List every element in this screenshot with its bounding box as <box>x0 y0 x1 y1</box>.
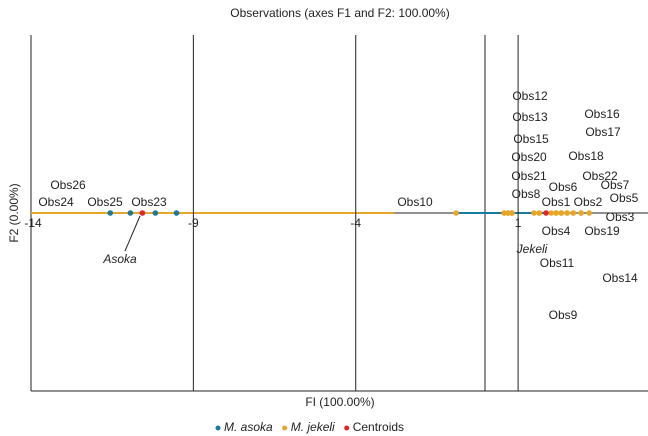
point-label: Obs14 <box>602 271 638 285</box>
point <box>531 210 537 216</box>
x-tick-label: -4 <box>350 216 361 230</box>
point <box>139 210 146 216</box>
point <box>586 210 593 216</box>
point <box>558 210 565 216</box>
point-label: Obs17 <box>585 125 621 139</box>
point <box>536 210 543 216</box>
point-label: Obs1 <box>542 195 571 209</box>
point <box>564 210 570 216</box>
point <box>543 210 549 216</box>
point-label: Obs22 <box>582 169 618 183</box>
point <box>505 210 511 216</box>
point <box>548 210 555 216</box>
point <box>107 210 114 216</box>
point <box>578 210 584 216</box>
point-label: Obs16 <box>584 107 620 121</box>
x-tick-label: -9 <box>188 216 199 230</box>
point <box>453 210 459 216</box>
point <box>570 210 577 216</box>
leader-line <box>124 215 141 252</box>
point-label: Obs7 <box>601 178 630 192</box>
x-tick-label: 1 <box>515 216 522 230</box>
point-label: Obs8 <box>512 187 541 201</box>
point-label: Obs5 <box>610 191 639 205</box>
point <box>127 210 134 216</box>
point-label: Obs19 <box>584 224 620 238</box>
legend-label: M. asoka <box>224 420 273 434</box>
x-tick-label: -14 <box>24 216 42 230</box>
point-label: Obs15 <box>513 132 549 146</box>
point-label: Obs11 <box>540 256 575 270</box>
point-label: Asoka <box>102 252 137 266</box>
point-label: Obs18 <box>568 149 604 163</box>
point-label: Obs25 <box>87 195 123 209</box>
point-label: Jekeli <box>516 242 548 256</box>
point <box>509 210 515 216</box>
point-label: Obs6 <box>549 180 578 194</box>
point <box>553 210 559 216</box>
point-label: Obs12 <box>512 89 548 103</box>
legend-label: Centroids <box>353 420 404 434</box>
legend-label: M. jekeli <box>291 420 335 434</box>
point-label: Obs9 <box>549 308 578 322</box>
point-label: Obs21 <box>511 169 547 183</box>
point <box>173 210 180 216</box>
legend-swatch <box>215 425 221 431</box>
point-label: Obs3 <box>606 210 635 224</box>
point-label: Obs26 <box>50 178 86 192</box>
point-label: Obs4 <box>542 224 571 238</box>
legend-swatch <box>282 425 288 431</box>
legend-swatch <box>344 425 350 431</box>
point-label: Obs23 <box>131 195 167 209</box>
chart-title: Observations (axes F1 and F2: 100.00%) <box>230 6 449 20</box>
point <box>152 210 159 216</box>
x-axis-label: FI (100.00%) <box>305 395 374 409</box>
point-label: Obs2 <box>574 195 603 209</box>
y-axis-label: F2 (0.00%) <box>7 183 21 242</box>
point-label: Obs20 <box>511 150 547 164</box>
point-label: Obs24 <box>38 195 74 209</box>
point-label: Obs10 <box>397 195 433 209</box>
point-label: Obs13 <box>512 110 548 124</box>
point <box>501 210 507 216</box>
